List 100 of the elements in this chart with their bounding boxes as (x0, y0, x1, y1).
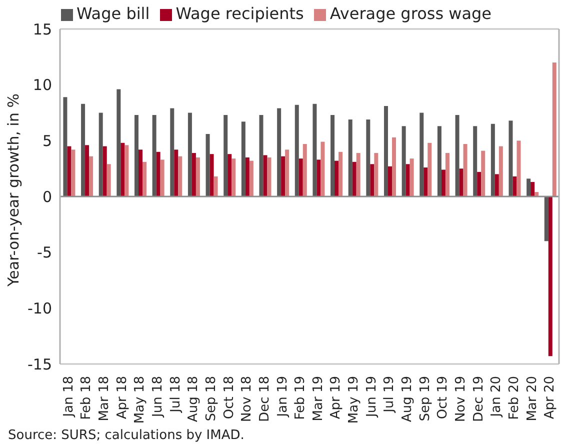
bar (463, 144, 468, 196)
x-tick-label: Feb 18 (79, 376, 94, 420)
x-tick-label: Jul 18 (168, 376, 184, 414)
bar (424, 167, 428, 196)
bar (134, 114, 138, 196)
bar (512, 176, 517, 196)
x-tick-label: Jan 20 (489, 376, 504, 418)
bar (508, 120, 513, 196)
bar (348, 119, 352, 196)
x-tick-label: Aug 19 (400, 376, 416, 422)
bar (160, 160, 164, 196)
x-tick-label: Oct 18 (222, 376, 237, 420)
bar (259, 114, 264, 196)
bar (490, 124, 495, 196)
bar (445, 152, 450, 196)
bar (544, 196, 548, 242)
bar (214, 176, 218, 196)
bar (552, 62, 556, 196)
x-tick-label: Dec 18 (257, 376, 272, 422)
bar (294, 104, 299, 196)
bar (106, 164, 111, 196)
y-tick-label: 10 (32, 76, 52, 94)
bar (210, 154, 214, 196)
bar (124, 145, 129, 196)
bar (473, 126, 478, 196)
bar (548, 196, 552, 356)
x-tick-label: Sep 18 (204, 376, 219, 422)
legend-label: Average gross wage (330, 4, 492, 23)
bar (281, 156, 286, 196)
y-tick-label: 5 (42, 132, 52, 150)
bar (63, 97, 68, 196)
bar (374, 152, 378, 196)
bar (316, 160, 321, 196)
bar (263, 155, 268, 196)
bar (81, 104, 86, 196)
bar (241, 122, 246, 196)
bar (302, 144, 307, 196)
x-tick-label: Jul 19 (382, 376, 398, 414)
bar (477, 172, 482, 196)
y-axis-title: Year-on-year growth, in % (4, 94, 22, 288)
x-tick-label: Oct 19 (436, 376, 451, 420)
y-tick-label: 15 (32, 20, 52, 38)
bar (116, 89, 121, 196)
x-tick-label: Feb 19 (293, 376, 308, 420)
bar (224, 114, 228, 196)
bar (142, 162, 146, 196)
x-tick-label: Jun 19 (364, 376, 380, 418)
legend-label: Wage recipients (176, 4, 304, 23)
x-tick-label: Apr 20 (542, 376, 558, 420)
x-tick-label: Apr 18 (114, 376, 130, 420)
bar (249, 160, 254, 196)
bar (228, 154, 232, 196)
bar (102, 146, 107, 196)
bar (384, 106, 388, 196)
x-tick-label: Jun 18 (150, 376, 166, 418)
bar (481, 150, 486, 196)
bar (441, 170, 446, 196)
bar (455, 114, 460, 196)
x-tick-label: Nov 18 (240, 376, 255, 422)
bar (192, 152, 196, 196)
bar (516, 140, 521, 196)
x-tick-label: Sep 19 (418, 376, 433, 422)
x-tick-label: Feb 20 (506, 376, 522, 420)
bar (196, 157, 200, 196)
bar (420, 112, 424, 196)
bar (534, 192, 539, 196)
bar (138, 150, 142, 196)
bar (178, 156, 182, 196)
x-tick-label: Nov 19 (453, 376, 468, 422)
bar (67, 146, 72, 196)
x-tick-label: May 18 (132, 376, 148, 424)
x-tick-label: Mar 18 (97, 376, 112, 422)
x-tick-label: Dec 19 (471, 376, 486, 422)
bar (206, 134, 210, 196)
x-tick-label: Jan 19 (275, 376, 290, 418)
bar (267, 157, 272, 196)
bar (530, 182, 535, 196)
bar (356, 152, 360, 196)
bar (494, 174, 499, 196)
bar (89, 156, 94, 196)
x-tick-label: Jan 18 (61, 376, 76, 418)
x-tick-label: May 19 (346, 376, 362, 424)
bar (71, 150, 76, 196)
bar (188, 112, 192, 196)
bar (98, 112, 103, 196)
x-tick-label: Mar 19 (310, 376, 326, 422)
bar (406, 164, 410, 196)
bar (459, 168, 464, 196)
x-tick-label: Apr 19 (328, 376, 344, 420)
y-tick-label: -15 (28, 355, 52, 374)
bar (410, 158, 414, 196)
bar (320, 142, 325, 196)
bar (174, 150, 178, 196)
bar (366, 119, 370, 196)
bar (388, 166, 392, 196)
bar (156, 152, 160, 196)
bar (334, 160, 339, 196)
bar (232, 158, 236, 196)
bar (170, 108, 174, 196)
x-tick-label: Aug 18 (186, 376, 202, 422)
